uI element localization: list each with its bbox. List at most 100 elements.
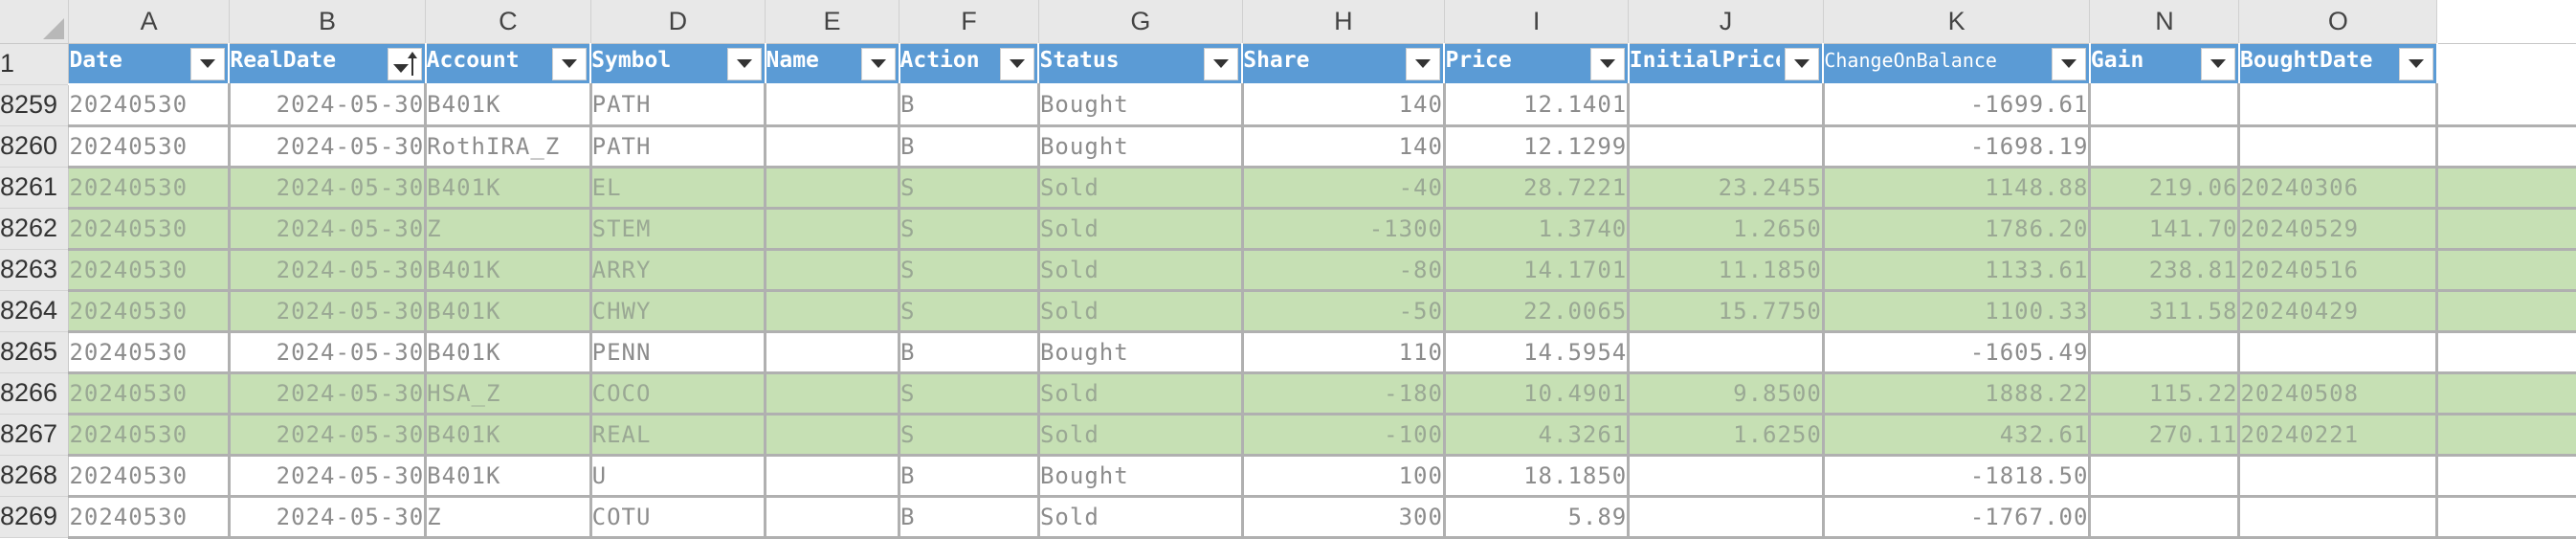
cell-action[interactable]: B [899,125,1040,168]
cell-boughtdate[interactable] [2238,496,2439,539]
cell-name[interactable] [765,496,901,539]
cell-empty[interactable] [2436,290,2576,333]
cell-action[interactable]: S [899,167,1040,210]
cell-empty[interactable] [2436,372,2576,415]
column-letter-f[interactable]: F [899,0,1039,44]
cell-boughtdate[interactable]: 20240221 [2238,414,2439,457]
cell-action[interactable]: S [899,290,1040,333]
cell-name[interactable] [765,249,901,292]
column-header-price[interactable]: Price [1444,43,1630,85]
column-header-initialprice[interactable]: InitialPrice [1628,43,1825,85]
cell-initialprice[interactable] [1628,331,1825,374]
cell-date[interactable]: 20240530 [68,290,231,333]
column-header-account[interactable]: Account [425,43,592,85]
row-number[interactable]: 8260 [0,125,70,168]
cell-date[interactable]: 20240530 [68,372,231,415]
cell-boughtdate[interactable]: 20240516 [2238,249,2439,292]
cell-action[interactable]: S [899,208,1040,251]
cell-boughtdate[interactable]: 20240429 [2238,290,2439,333]
cell-changeonbalance[interactable]: -1605.49 [1823,331,2092,374]
cell-empty[interactable] [2436,84,2576,127]
cell-initialprice[interactable]: 9.8500 [1628,372,1825,415]
column-letter-h[interactable]: H [1242,0,1445,44]
cell-action[interactable]: B [899,84,1040,127]
cell-share[interactable]: -50 [1242,290,1446,333]
cell-initialprice[interactable]: 1.2650 [1628,208,1825,251]
cell-account[interactable]: B401K [425,414,592,457]
cell-gain[interactable] [2089,496,2241,539]
cell-share[interactable]: 140 [1242,125,1446,168]
cell-symbol[interactable]: PATH [590,125,767,168]
column-header-realdate[interactable]: RealDate [229,43,427,85]
cell-gain[interactable]: 270.11 [2089,414,2241,457]
cell-status[interactable]: Sold [1038,167,1244,210]
cell-realdate[interactable]: 2024-05-30 [229,496,428,539]
cell-boughtdate[interactable]: 20240306 [2238,167,2439,210]
cell-price[interactable]: 10.4901 [1444,372,1631,415]
cell-changeonbalance[interactable]: 1786.20 [1823,208,2092,251]
cell-symbol[interactable]: CHWY [590,290,767,333]
cell-price[interactable]: 4.3261 [1444,414,1631,457]
cell-share[interactable]: 110 [1242,331,1446,374]
cell-boughtdate[interactable] [2238,125,2439,168]
cell-date[interactable]: 20240530 [68,125,231,168]
cell-price[interactable]: 14.5954 [1444,331,1631,374]
cell-account[interactable]: Z [425,496,592,539]
cell-account[interactable]: B401K [425,167,592,210]
cell-share[interactable]: -180 [1242,372,1446,415]
cell-status[interactable]: Sold [1038,372,1244,415]
cell-status[interactable]: Bought [1038,125,1244,168]
cell-realdate[interactable]: 2024-05-30 [229,84,428,127]
filter-dropdown-icon[interactable] [2200,47,2235,80]
cell-initialprice[interactable] [1628,84,1825,127]
filter-dropdown-icon[interactable] [552,47,588,80]
cell-action[interactable]: S [899,414,1040,457]
row-number[interactable]: 8268 [0,455,70,497]
column-letter-o[interactable]: O [2238,0,2438,44]
cell-realdate[interactable]: 2024-05-30 [229,167,428,210]
cell-empty[interactable] [2436,249,2576,292]
cell-symbol[interactable]: PATH [590,84,767,127]
cell-share[interactable]: -80 [1242,249,1446,292]
column-header-share[interactable]: Share [1242,43,1446,85]
cell-account[interactable]: B401K [425,249,592,292]
cell-date[interactable]: 20240530 [68,331,231,374]
select-all-corner[interactable] [0,0,70,44]
cell-realdate[interactable]: 2024-05-30 [229,331,428,374]
column-header-boughtdate[interactable]: BoughtDate [2238,43,2438,85]
cell-status[interactable]: Bought [1038,331,1244,374]
cell-status[interactable]: Sold [1038,414,1244,457]
cell-empty[interactable] [2436,331,2576,374]
column-header-changeonbalance[interactable]: ChangeOnBalance [1823,43,2091,85]
cell-initialprice[interactable] [1628,496,1825,539]
cell-empty[interactable] [2436,496,2576,539]
cell-boughtdate[interactable]: 20240529 [2238,208,2439,251]
cell-name[interactable] [765,84,901,127]
cell-empty[interactable] [2436,414,2576,457]
cell-name[interactable] [765,208,901,251]
cell-share[interactable]: 100 [1242,455,1446,498]
column-letter-a[interactable]: A [68,0,230,44]
filter-dropdown-icon[interactable] [726,47,762,80]
cell-initialprice[interactable]: 1.6250 [1628,414,1825,457]
column-letter-j[interactable]: J [1628,0,1824,44]
cell-share[interactable]: 140 [1242,84,1446,127]
filter-sort-ascending-icon[interactable] [387,47,422,80]
cell-price[interactable]: 28.7221 [1444,167,1631,210]
cell-gain[interactable] [2089,125,2241,168]
column-header-action[interactable]: Action [899,43,1040,85]
column-letter-k[interactable]: K [1823,0,2091,44]
cell-gain[interactable]: 219.06 [2089,167,2241,210]
cell-account[interactable]: HSA_Z [425,372,592,415]
filter-dropdown-icon[interactable] [190,47,226,80]
cell-gain[interactable]: 115.22 [2089,372,2241,415]
cell-realdate[interactable]: 2024-05-30 [229,125,428,168]
cell-changeonbalance[interactable]: 1133.61 [1823,249,2092,292]
cell-name[interactable] [765,167,901,210]
cell-initialprice[interactable] [1628,455,1825,498]
column-header-status[interactable]: Status [1038,43,1244,85]
cell-date[interactable]: 20240530 [68,167,231,210]
cell-realdate[interactable]: 2024-05-30 [229,208,428,251]
cell-gain[interactable] [2089,84,2241,127]
cell-date[interactable]: 20240530 [68,208,231,251]
